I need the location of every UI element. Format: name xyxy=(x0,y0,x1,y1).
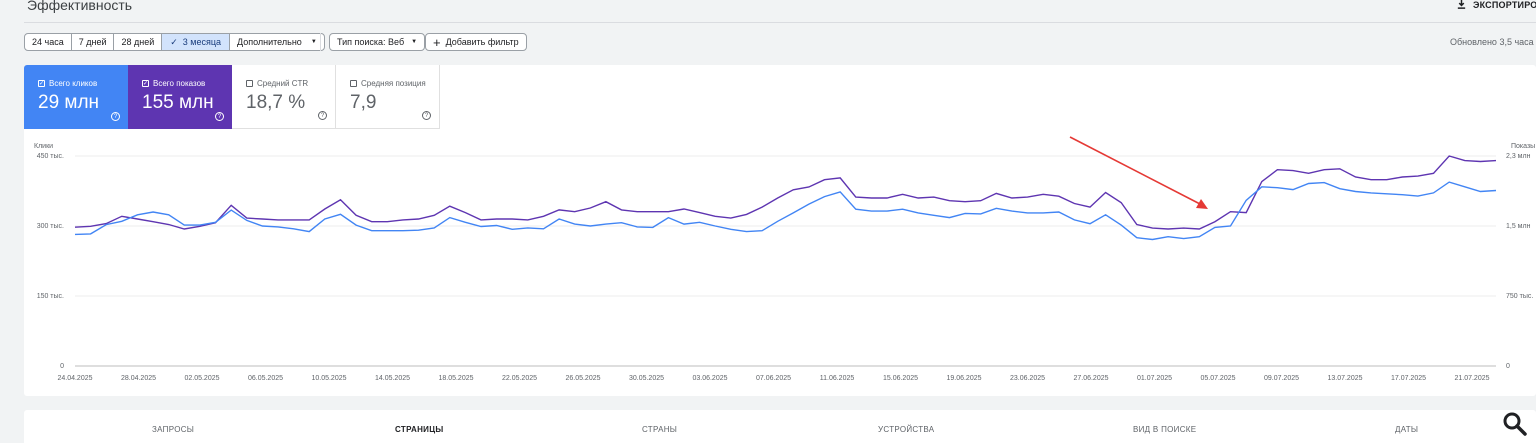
x-axis-tick: 06.05.2025 xyxy=(248,375,283,382)
performance-chart: 0 150 тыс. 300 тыс. 450 тыс. 0 750 тыс. 1,5 м… xyxy=(34,136,1535,382)
header-divider xyxy=(24,22,1536,23)
metric-average-position[interactable]: Средняя позиция 7,9 ? xyxy=(336,65,440,129)
x-axis-tick: 17.07.2025 xyxy=(1391,375,1426,382)
range-3m-button[interactable]: ✓ 3 месяца xyxy=(162,34,231,50)
metric-average-ctr[interactable]: Средний CTR 18,7 % ? xyxy=(232,65,336,129)
clicks-line xyxy=(74,181,1497,241)
metric-value: 18,7 % xyxy=(246,92,306,113)
x-axis-tick: 26.05.2025 xyxy=(565,375,600,382)
add-filter-button[interactable]: + Добавить фильтр xyxy=(425,33,527,51)
metric-label-text: Средний CTR xyxy=(257,79,309,88)
help-icon[interactable]: ? xyxy=(215,112,224,121)
x-axis-tick: 09.07.2025 xyxy=(1264,375,1299,382)
date-range-selector: 24 часа 7 дней 28 дней ✓ 3 месяца Дополни… xyxy=(24,33,325,51)
checkbox-unchecked-icon[interactable] xyxy=(350,80,357,87)
tab-pages[interactable]: СТРАНИЦЫ xyxy=(395,425,444,434)
range-label: 3 месяца xyxy=(182,37,222,47)
x-axis-tick: 02.05.2025 xyxy=(184,375,219,382)
x-axis-tick: 05.07.2025 xyxy=(1200,375,1235,382)
right-axis-tick: 750 тыс. xyxy=(1506,293,1533,300)
last-updated-text: Обновлено 3,5 часа н xyxy=(1450,37,1536,47)
x-axis-tick: 13.07.2025 xyxy=(1327,375,1362,382)
help-icon[interactable]: ? xyxy=(111,112,120,121)
range-more-dropdown[interactable]: Дополнительно ▼ xyxy=(230,34,324,50)
dropdown-arrow-icon: ▼ xyxy=(310,39,317,45)
x-axis-tick: 28.04.2025 xyxy=(121,375,156,382)
range-28d-button[interactable]: 28 дней xyxy=(114,34,163,50)
tab-queries[interactable]: ЗАПРОСЫ xyxy=(152,425,195,434)
x-axis-tick: 15.06.2025 xyxy=(883,375,918,382)
search-icon[interactable] xyxy=(1500,410,1530,438)
plus-icon: + xyxy=(433,34,441,50)
checkbox-unchecked-icon[interactable] xyxy=(246,80,253,87)
x-axis-tick: 24.04.2025 xyxy=(57,375,92,382)
left-axis-tick: 300 тыс. xyxy=(37,223,64,230)
check-icon: ✓ xyxy=(170,36,178,47)
export-label: ЭКСПОРТИРОВ xyxy=(1473,0,1536,10)
range-label: 7 дней xyxy=(78,37,107,47)
right-axis-label: Показы xyxy=(1511,143,1535,150)
tab-devices[interactable]: УСТРОЙСТВА xyxy=(878,425,935,434)
metric-value: 7,9 xyxy=(350,92,377,113)
x-axis-tick: 11.06.2025 xyxy=(820,375,855,382)
help-icon[interactable]: ? xyxy=(318,111,327,120)
right-axis-tick: 0 xyxy=(1506,363,1510,370)
metric-label: Средний CTR xyxy=(246,79,308,88)
x-axis-tick: 03.06.2025 xyxy=(692,375,727,382)
tab-countries[interactable]: СТРАНЫ xyxy=(642,425,678,434)
right-axis-tick: 1,5 млн xyxy=(1506,223,1531,230)
metric-label: ✓ Всего кликов xyxy=(38,79,97,88)
metric-total-impressions[interactable]: ✓ Всего показов 155 млн ? xyxy=(128,65,232,129)
x-axis-tick: 01.07.2025 xyxy=(1137,375,1172,382)
range-label: 28 дней xyxy=(121,37,155,47)
search-type-filter[interactable]: Тип поиска: Веб ▼ xyxy=(329,33,426,51)
left-axis-tick: 450 тыс. xyxy=(37,153,64,160)
range-7d-button[interactable]: 7 дней xyxy=(72,34,115,50)
performance-card: ✓ Всего кликов 29 млн ? ✓ Всего показов 15… xyxy=(24,65,1536,396)
left-axis-tick: 0 xyxy=(60,363,64,370)
left-axis-tick: 150 тыс. xyxy=(37,293,64,300)
metric-label: ✓ Всего показов xyxy=(142,79,205,88)
x-axis-tick: 18.05.2025 xyxy=(438,375,473,382)
range-label: 24 часа xyxy=(32,37,64,47)
page-title: Эффективность xyxy=(27,0,133,13)
metric-total-clicks[interactable]: ✓ Всего кликов 29 млн ? xyxy=(24,65,128,129)
x-axis-tick: 21.07.2025 xyxy=(1454,375,1489,382)
export-button[interactable]: ЭКСПОРТИРОВ xyxy=(1456,0,1536,10)
download-icon xyxy=(1457,0,1466,9)
range-24h-button[interactable]: 24 часа xyxy=(25,34,72,50)
metric-label-text: Всего показов xyxy=(153,79,206,88)
filter-divider xyxy=(320,33,321,51)
report-tabs: ЗАПРОСЫ СТРАНИЦЫ СТРАНЫ УСТРОЙСТВА ВИД В… xyxy=(24,410,1536,443)
tab-search-appearance[interactable]: ВИД В ПОИСКЕ xyxy=(1133,425,1197,434)
dropdown-arrow-icon: ▼ xyxy=(411,39,418,45)
metric-label-text: Средняя позиция xyxy=(361,79,426,88)
x-axis-tick: 22.05.2025 xyxy=(502,375,537,382)
left-axis-label: Клики xyxy=(34,143,53,150)
x-axis-tick: 27.06.2025 xyxy=(1073,375,1108,382)
metric-label-text: Всего кликов xyxy=(49,79,98,88)
tab-dates[interactable]: ДАТЫ xyxy=(1395,425,1419,434)
add-filter-label: Добавить фильтр xyxy=(445,37,519,47)
search-type-label: Тип поиска: Веб xyxy=(337,37,405,47)
range-label: Дополнительно xyxy=(237,37,302,47)
metric-value: 155 млн xyxy=(142,92,214,113)
checkbox-checked-icon[interactable]: ✓ xyxy=(38,80,45,87)
impressions-line xyxy=(74,155,1497,230)
x-axis-tick: 07.06.2025 xyxy=(756,375,791,382)
metric-label: Средняя позиция xyxy=(350,79,426,88)
x-axis-tick: 14.05.2025 xyxy=(375,375,410,382)
right-axis-tick: 2,3 млн xyxy=(1506,153,1531,160)
help-icon[interactable]: ? xyxy=(422,111,431,120)
x-axis-tick: 19.06.2025 xyxy=(946,375,981,382)
checkbox-checked-icon[interactable]: ✓ xyxy=(142,80,149,87)
metric-value: 29 млн xyxy=(38,92,100,113)
x-axis-tick: 30.05.2025 xyxy=(629,375,664,382)
x-axis-tick: 10.05.2025 xyxy=(311,375,346,382)
x-axis-tick: 23.06.2025 xyxy=(1010,375,1045,382)
annotation-arrow xyxy=(1069,136,1208,209)
